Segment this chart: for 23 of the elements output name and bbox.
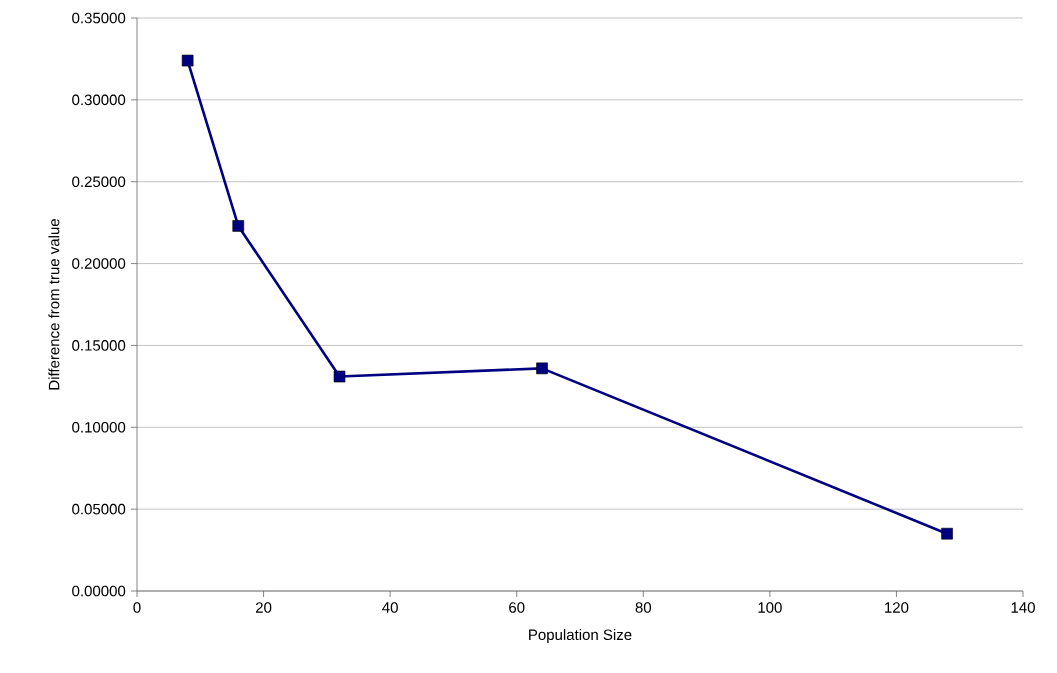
x-tick-label: 20 [255,602,272,613]
x-tick-label: 80 [635,602,652,613]
point [232,220,245,232]
point [181,54,194,67]
x-tick-label: 40 [382,602,398,613]
x-tick-label: 100 [758,602,782,613]
x-tick-label: 60 [509,602,525,613]
x-tick-label: 120 [885,602,909,613]
point [333,370,346,383]
point [941,527,953,540]
y-axis-title: Difference from true value [48,219,60,390]
y-tick-label: 0.30000 [72,94,126,106]
y-tick-label: 0.00000 [72,585,126,597]
y-tick-label: 0.15000 [72,340,126,351]
y-tick-label: 0.35000 [72,12,126,24]
y-tick-label: 0.10000 [72,421,126,433]
x-axis-title: Population Size [529,629,632,643]
y-tick-label: 0.25000 [72,176,126,188]
y-tick-label: 0.05000 [72,503,126,515]
point [536,362,548,375]
y-tick-label: 0.20000 [72,258,126,269]
x-tick-label: 140 [1011,602,1035,613]
x-tick-label: 0 [133,602,141,613]
